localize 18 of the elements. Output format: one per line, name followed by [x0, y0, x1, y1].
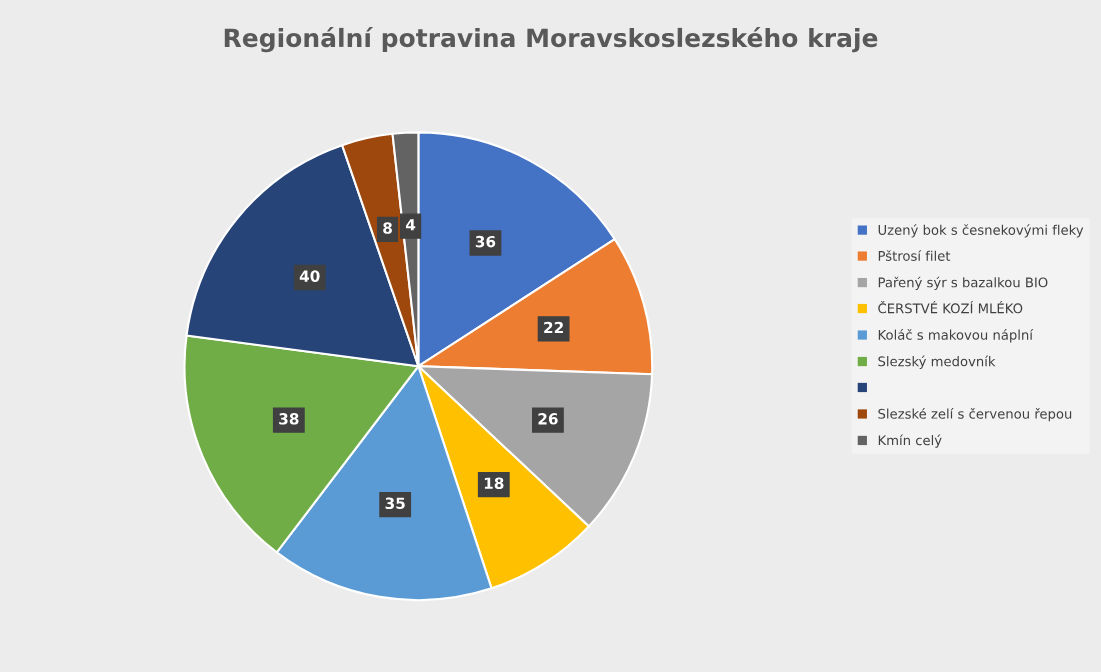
legend-label: Uzený bok s česnekovými fleky	[878, 224, 1084, 238]
chart-title: Regionální potravina Moravskoslezského kraje	[224, 26, 878, 53]
data-label: 40	[299, 270, 320, 282]
data-label: 18	[484, 477, 504, 489]
data-label: 4	[405, 219, 416, 231]
data-label: 26	[538, 413, 558, 425]
legend-label: Slezské zelí s červenou řepou	[878, 408, 1072, 422]
data-label: 8	[383, 222, 392, 234]
data-label: 35	[385, 497, 405, 510]
legend-label: Koláč s makovou náplní	[878, 329, 1034, 343]
legend-label: Slezský medovník	[878, 355, 996, 369]
data-label: 36	[475, 235, 496, 248]
data-label: 38	[279, 413, 299, 425]
legend-label: Kmín celý	[878, 434, 942, 448]
legend-label: Pařený sýr s bazalkou BIO	[878, 276, 1048, 290]
legend-label: ČERSTVÉ KOZÍ MLÉKO	[878, 300, 1023, 314]
data-label: 22	[544, 321, 563, 334]
legend-label: Pštrosí filet	[878, 250, 951, 261]
